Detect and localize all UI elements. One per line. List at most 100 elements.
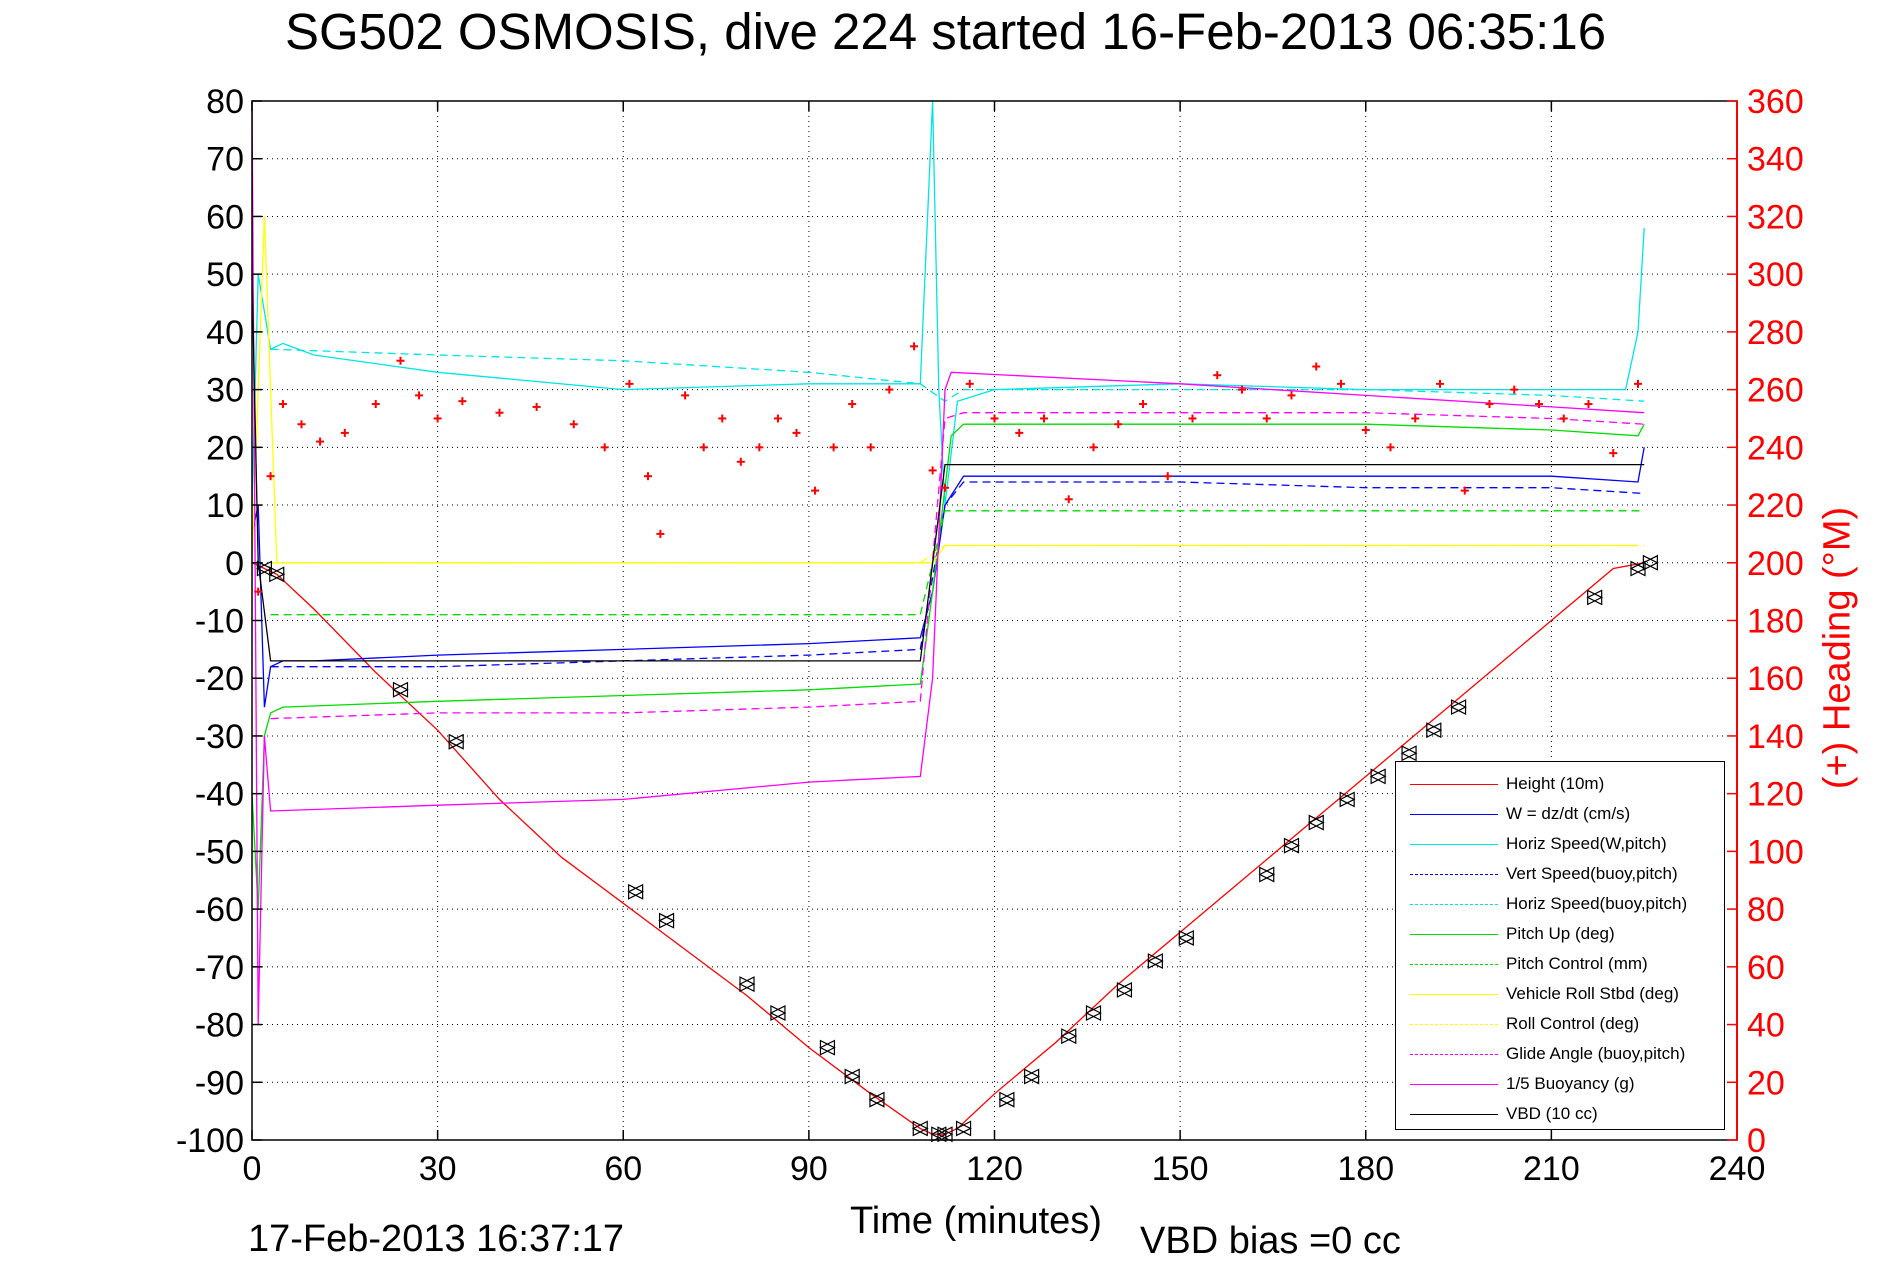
y2-tick-label: 360	[1747, 83, 1804, 121]
series-line-vert-speed-buoy-pitch-	[270, 481, 1645, 668]
legend-item: Horiz Speed(buoy,pitch)	[1396, 890, 1724, 920]
heading-marker	[773, 414, 782, 423]
legend-label: Glide Angle (buoy,pitch)	[1506, 1044, 1686, 1063]
heading-marker	[600, 443, 609, 452]
y2-tick-label: 300	[1747, 256, 1804, 294]
heading-marker	[254, 587, 263, 596]
heading-marker	[316, 437, 325, 446]
legend-swatch	[1410, 1054, 1498, 1055]
legend-swatch	[1410, 934, 1498, 935]
legend-swatch	[1410, 1084, 1498, 1085]
y-tick-label: -30	[195, 718, 244, 756]
y2-tick-label: 280	[1747, 314, 1804, 352]
heading-marker	[1386, 443, 1395, 452]
heading-marker	[1485, 400, 1494, 409]
dive-point-marker	[1258, 866, 1276, 883]
heading-marker	[1213, 371, 1222, 380]
series-line-pitch-up-deg-	[251, 423, 1645, 910]
dive-point-marker	[1177, 930, 1195, 946]
y-tick-label: 40	[206, 314, 244, 352]
heading-marker	[1559, 414, 1568, 423]
legend: Height (10m) W = dz/dt (cm/s) Horiz Speed(…	[1395, 761, 1725, 1130]
heading-marker	[415, 391, 424, 400]
y2-tick-label: 100	[1747, 833, 1804, 871]
x-tick-label: 180	[1337, 1150, 1394, 1188]
legend-item: W = dz/dt (cm/s)	[1396, 800, 1724, 830]
heading-marker	[569, 420, 578, 429]
legend-item: Horiz Speed(W,pitch)	[1396, 830, 1724, 860]
heading-marker	[1114, 420, 1123, 429]
dive-point-marker	[627, 883, 644, 900]
legend-label: Horiz Speed(buoy,pitch)	[1506, 894, 1688, 913]
heading-marker	[297, 420, 306, 429]
y-tick-label: -20	[195, 660, 244, 698]
legend-swatch	[1410, 1024, 1498, 1025]
dive-point-marker	[1147, 953, 1164, 970]
dive-point-marker	[936, 1126, 954, 1143]
y-tick-label: 80	[206, 83, 244, 121]
heading-marker	[910, 342, 919, 351]
legend-swatch	[1410, 784, 1498, 785]
heading-marker	[1262, 414, 1271, 423]
y-tick-label: 50	[206, 256, 244, 294]
series-line-horiz-speed-w-pitch-	[251, 100, 1645, 506]
legend-item: Height (10m)	[1396, 770, 1724, 800]
y2-tick-label: 40	[1747, 1007, 1785, 1045]
legend-swatch	[1410, 844, 1498, 845]
x-tick-label: 60	[604, 1150, 642, 1188]
dive-point-marker	[1116, 981, 1133, 998]
dive-point-marker	[1060, 1028, 1078, 1045]
series-layer	[251, 100, 1645, 1135]
series-line-vbd-10-cc-	[251, 274, 1645, 662]
x-tick-label: 120	[966, 1150, 1023, 1188]
dive-point-marker	[819, 1039, 836, 1056]
y-tick-label: -70	[195, 949, 244, 987]
chart-title: SG502 OSMOSIS, dive 224 started 16-Feb-2…	[284, 3, 1607, 60]
heading-marker	[941, 483, 949, 492]
y2-tick-label: 80	[1747, 891, 1785, 929]
heading-marker	[1312, 362, 1321, 371]
heading-marker	[681, 391, 690, 400]
dive-point-marker	[1586, 589, 1604, 606]
heading-marker	[1411, 414, 1420, 423]
legend-item: Vehicle Roll Stbd (deg)	[1396, 980, 1724, 1010]
heading-marker	[755, 443, 764, 452]
dive-point-marker	[1283, 837, 1300, 854]
legend-swatch	[1410, 994, 1498, 995]
heading-marker	[866, 443, 875, 452]
dive-point-marker	[738, 976, 756, 993]
heading-marker	[625, 379, 634, 388]
legend-label: Vehicle Roll Stbd (deg)	[1506, 984, 1679, 1003]
y-tick-label: 60	[206, 198, 244, 236]
y2-axis-label: (+) Heading (°M)	[1816, 506, 1859, 790]
series-line-glide-angle-buoy-pitch-	[270, 412, 1645, 720]
dive-point-marker	[1023, 1068, 1040, 1085]
heading-marker	[371, 400, 380, 409]
legend-label: VBD (10 cc)	[1506, 1104, 1598, 1123]
heading-marker	[1634, 379, 1642, 388]
y-tick-label: 20	[206, 429, 244, 467]
heading-marker	[885, 385, 894, 394]
y-tick-label: 0	[225, 545, 244, 583]
legend-label: Height (10m)	[1506, 774, 1605, 793]
y-tick-label: 70	[206, 141, 244, 179]
heading-marker	[1361, 426, 1370, 435]
legend-swatch	[1410, 1114, 1498, 1115]
dive-point-marker	[955, 1120, 972, 1137]
y-tick-label: -60	[195, 891, 244, 929]
heading-marker	[1337, 379, 1345, 388]
heading-marker	[928, 466, 937, 475]
heading-marker	[1584, 400, 1593, 409]
y-tick-label: 30	[206, 372, 244, 410]
heading-marker	[1238, 385, 1246, 394]
heading-marker	[990, 414, 999, 423]
footer-vbd-bias: VBD bias =0 cc	[1140, 1220, 1401, 1262]
heading-marker	[965, 379, 974, 388]
legend-label: W = dz/dt (cm/s)	[1506, 804, 1631, 823]
y2-tick-label: 120	[1747, 776, 1804, 814]
heading-marker	[266, 472, 275, 481]
x-tick-label: 30	[419, 1150, 457, 1188]
heading-marker	[699, 443, 708, 452]
dive-point-marker	[268, 566, 286, 583]
dive-point-marker	[1642, 554, 1659, 571]
